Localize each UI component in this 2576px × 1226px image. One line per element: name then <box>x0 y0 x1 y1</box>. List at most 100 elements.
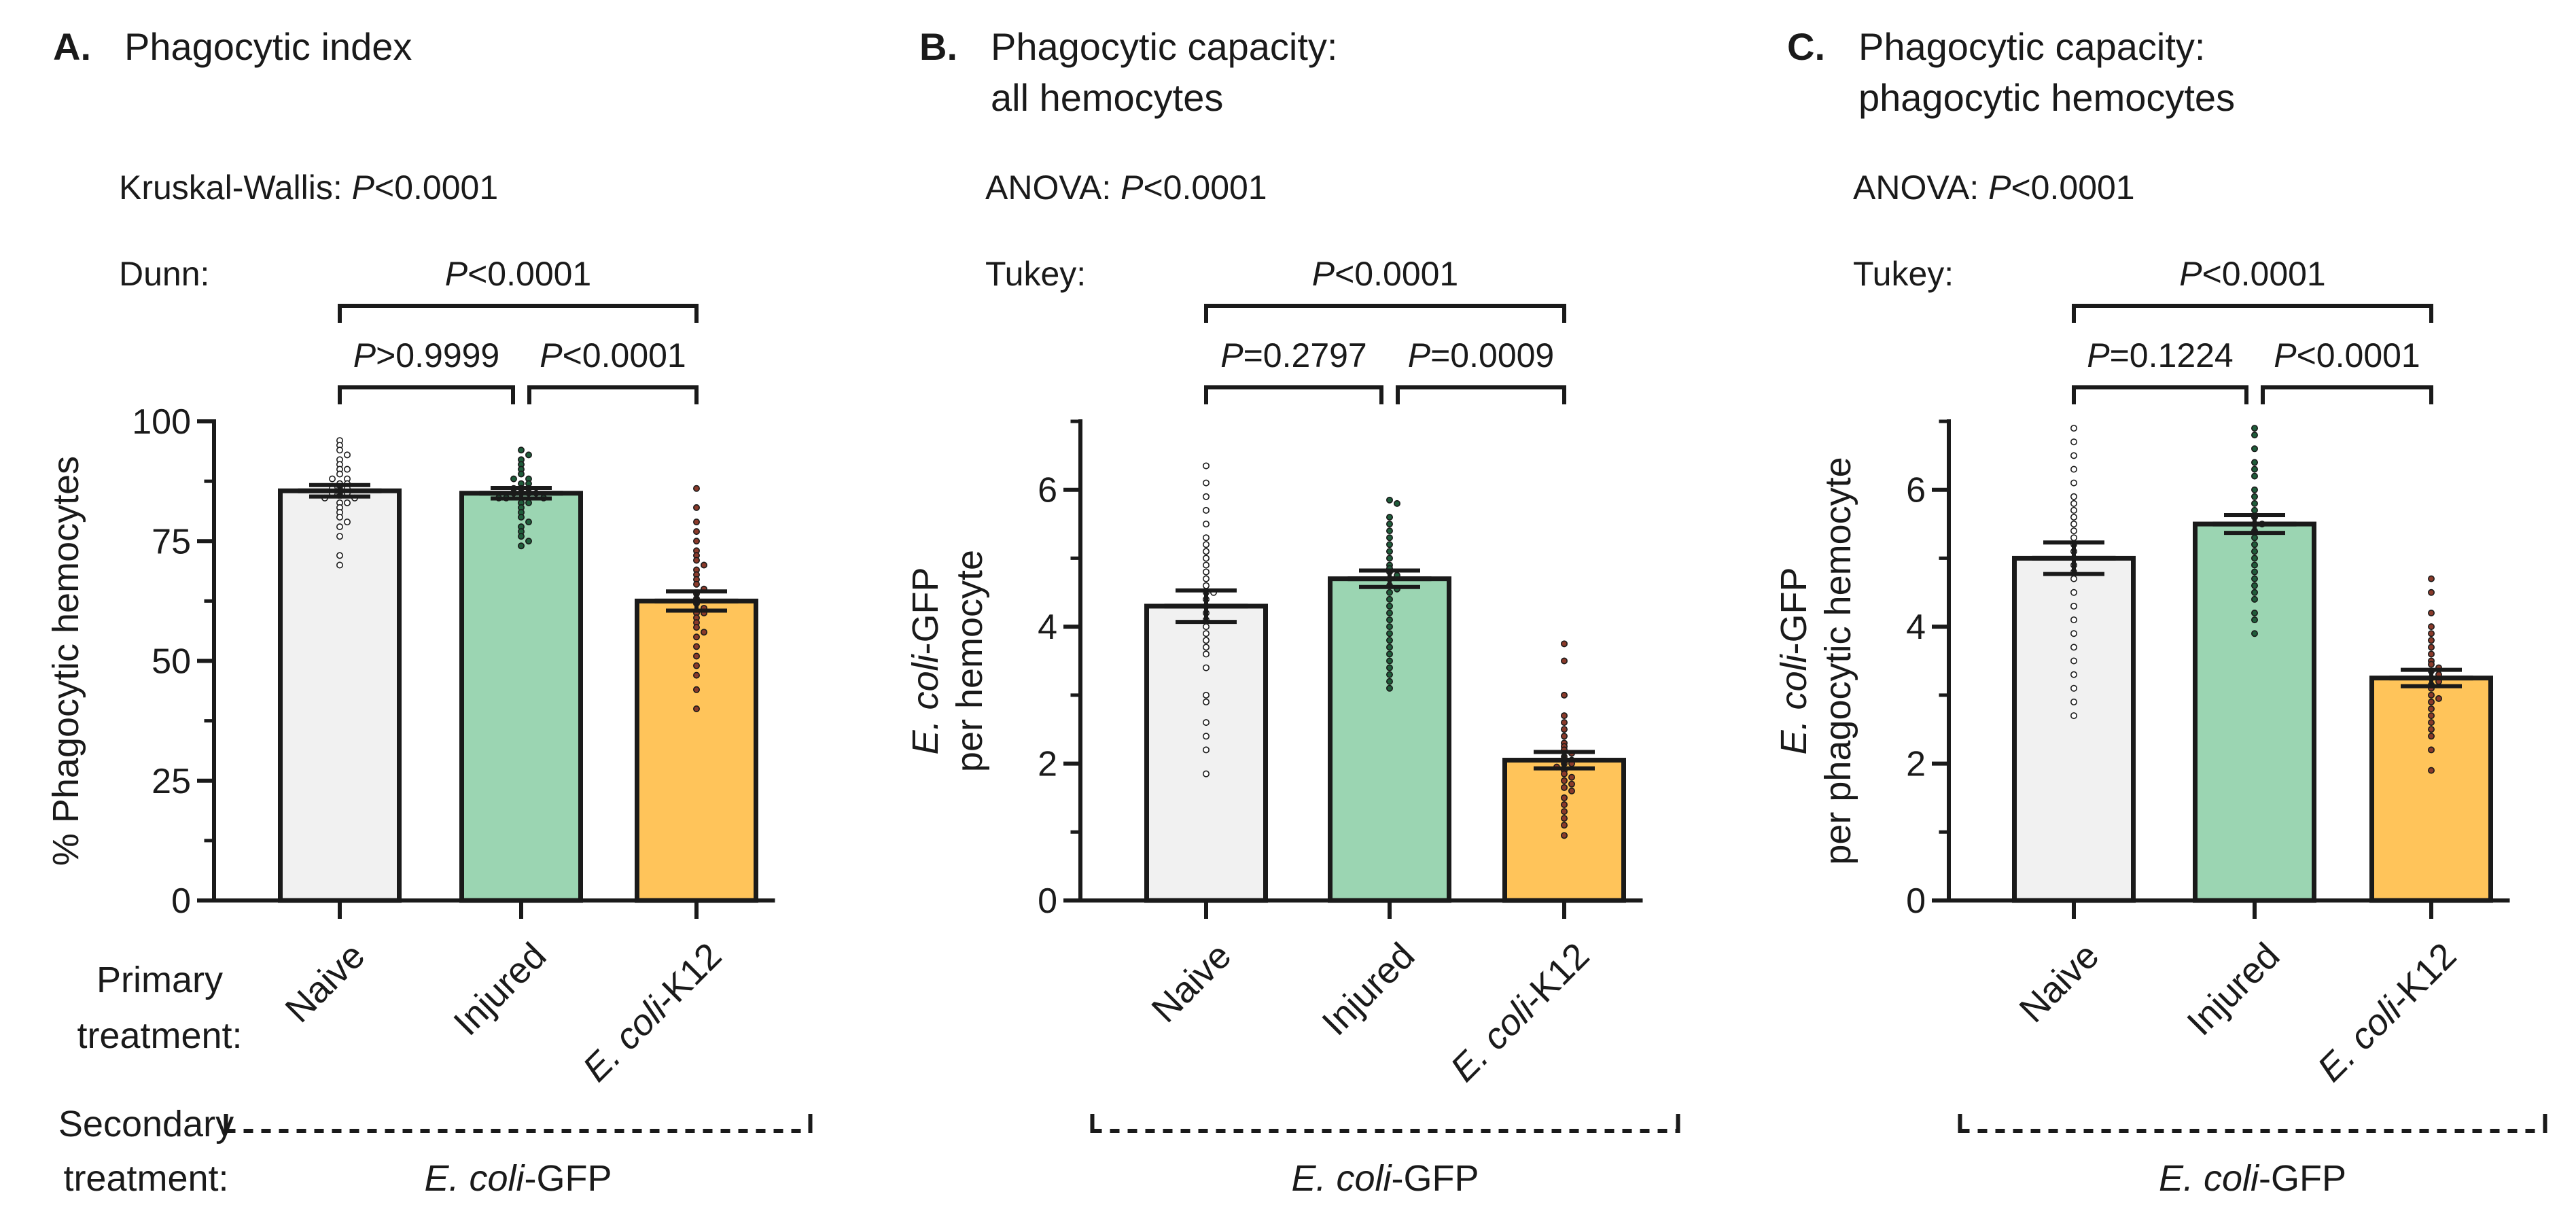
data-point <box>2070 500 2078 507</box>
data-point <box>2070 684 2078 692</box>
data-point <box>692 671 700 679</box>
data-point <box>692 580 700 588</box>
x-category-label: E. coli-K12 <box>2310 935 2464 1089</box>
data-point <box>1203 719 1210 726</box>
data-point <box>2070 506 2078 514</box>
y-tick-label: 4 <box>1038 608 1057 647</box>
data-point <box>692 538 700 545</box>
data-point <box>1386 496 1394 504</box>
data-point <box>1203 733 1210 740</box>
data-point <box>2251 630 2259 637</box>
data-point <box>1561 822 1568 829</box>
data-point <box>2070 657 2078 665</box>
data-point <box>2070 712 2078 720</box>
data-point <box>1561 657 1568 665</box>
data-point <box>2428 726 2435 733</box>
data-point <box>336 552 343 559</box>
y-axis-label: E. coli-GFP <box>1774 567 1814 754</box>
data-point <box>525 519 532 526</box>
comparison-outer-label: P<0.0001 <box>1312 255 1459 293</box>
data-point <box>2070 452 2078 459</box>
panel-title-line: all hemocytes <box>991 76 1223 119</box>
data-point <box>1561 815 1568 822</box>
data-point <box>701 629 708 636</box>
data-point <box>2251 575 2259 582</box>
data-point <box>1561 777 1568 784</box>
y-tick-label: 2 <box>1906 745 1926 784</box>
comparison-left-label: P=0.1224 <box>2087 336 2234 374</box>
data-point <box>2070 493 2078 500</box>
data-point <box>1203 637 1210 644</box>
data-point <box>1386 616 1394 624</box>
data-point <box>2251 616 2259 624</box>
comparison-right-label: P<0.0001 <box>540 336 686 374</box>
x-category-label: E. coli-K12 <box>1443 935 1597 1089</box>
data-point <box>1386 595 1394 603</box>
data-point <box>2251 472 2259 480</box>
bar <box>2012 555 2136 903</box>
data-point <box>2251 595 2259 603</box>
data-point <box>328 475 336 483</box>
data-point <box>1386 678 1394 685</box>
data-point <box>2251 548 2259 555</box>
data-point <box>692 686 700 693</box>
bar <box>459 491 583 903</box>
data-point <box>692 528 700 536</box>
data-point <box>2070 513 2078 521</box>
x-category-label: Naive <box>1144 935 1239 1030</box>
data-point <box>1386 589 1394 596</box>
data-point <box>1203 493 1210 500</box>
data-point <box>2070 575 2078 582</box>
data-point <box>2070 534 2078 542</box>
comparison-outer-label: P<0.0001 <box>445 255 592 293</box>
y-tick-label: 100 <box>132 402 191 442</box>
data-point <box>2428 719 2435 726</box>
data-point <box>343 519 351 526</box>
data-point <box>692 504 700 511</box>
data-point <box>525 451 532 459</box>
data-point <box>1203 623 1210 631</box>
data-point <box>2070 438 2078 446</box>
data-point <box>1561 726 1568 733</box>
data-point <box>2428 712 2435 720</box>
data-point <box>517 446 525 454</box>
data-point <box>525 499 532 506</box>
y-tick-label: 6 <box>1906 471 1926 510</box>
panel-title-line: Phagocytic index <box>124 25 412 68</box>
data-point <box>701 561 708 569</box>
secondary-treatment-label: E. coli-GFP <box>424 1158 612 1199</box>
data-point <box>2251 493 2259 500</box>
data-point <box>2428 767 2435 774</box>
panel-b: B. Phagocytic capacity: all hemocytes ANOVA… <box>905 25 1680 1199</box>
data-point <box>2251 609 2259 616</box>
panel-letter: A. <box>53 25 91 68</box>
x-category-label: Naive <box>2011 935 2106 1030</box>
data-point <box>1203 568 1210 576</box>
y-tick-label: 4 <box>1906 608 1926 647</box>
data-point <box>1561 719 1568 726</box>
data-point <box>1568 780 1576 788</box>
secondary-treatment-row-label: treatment: <box>63 1158 228 1199</box>
data-point <box>2428 733 2435 740</box>
data-point <box>1203 746 1210 754</box>
data-point <box>1561 808 1568 816</box>
data-point <box>2070 521 2078 528</box>
posthoc-test-label: Dunn: <box>119 255 209 293</box>
comparison-right-label: P<0.0001 <box>2274 336 2420 374</box>
x-category-label: Injured <box>2179 935 2287 1043</box>
data-point <box>1203 506 1210 514</box>
y-tick-label: 75 <box>152 522 191 561</box>
data-point <box>2070 479 2078 487</box>
data-point <box>1386 644 1394 651</box>
data-point <box>1203 575 1210 582</box>
data-point <box>1203 534 1210 542</box>
x-category-label: E. coli-K12 <box>575 935 729 1089</box>
data-point <box>1203 582 1210 589</box>
data-point <box>2428 623 2435 631</box>
primary-treatment-label: Primary <box>96 960 223 1000</box>
y-tick-label: 0 <box>1906 881 1926 921</box>
data-point <box>692 652 700 660</box>
data-point <box>2428 705 2435 713</box>
data-point <box>692 485 700 492</box>
